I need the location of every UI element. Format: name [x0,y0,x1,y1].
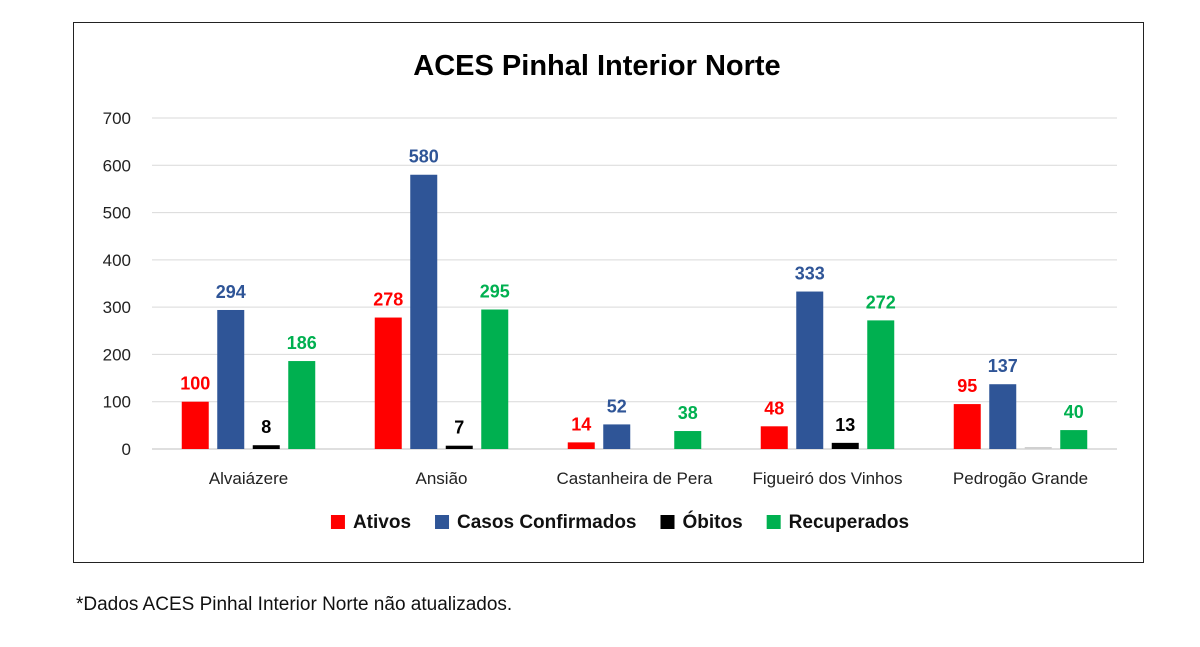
data-label: 8 [261,417,271,437]
y-tick-label: 700 [103,109,131,128]
x-tick-label: Castanheira de Pera [557,469,713,488]
x-axis-categories: Alvaiázere Ansião Castanheira de Pera Figue… [209,469,1088,488]
x-tick-label: Alvaiázere [209,469,288,488]
bar [181,401,209,449]
legend-item: Recuperados [766,512,909,533]
legend-item: Óbitos [660,511,743,533]
bar [410,174,438,449]
legend-label: Ativos [353,512,411,533]
bar [953,404,981,449]
legend-label: Casos Confirmados [457,512,636,533]
y-tick-label: 200 [103,345,131,364]
bar [288,361,316,449]
bar [796,291,824,449]
bar [374,317,402,449]
y-tick-label: 500 [103,204,131,223]
data-label: 294 [216,282,246,302]
data-label: 272 [866,292,896,312]
legend-swatch [660,515,675,529]
data-label: 580 [409,147,439,167]
bar [1060,430,1088,449]
legend-item: Ativos [330,512,411,533]
bars [181,174,1088,449]
data-label: 48 [764,398,784,418]
legend: Ativos Casos Confirmados Óbitos Recuperados [330,511,909,533]
bar [989,384,1017,449]
y-tick-label: 600 [103,156,131,175]
data-label: 278 [373,290,403,310]
bar [217,309,245,449]
footnote: *Dados ACES Pinhal Interior Norte não at… [76,594,513,615]
y-tick-label: 400 [103,251,131,270]
data-label: 295 [480,282,510,302]
data-label: 7 [454,418,464,438]
y-tick-label: 0 [122,440,131,459]
y-axis-ticks: 0 100 200 300 400 500 600 700 [103,109,131,459]
data-label: 38 [678,403,698,423]
data-label: 40 [1064,402,1084,422]
legend-item: Casos Confirmados [435,512,637,533]
data-label: 100 [180,374,210,394]
data-label: 137 [988,356,1018,376]
data-label: 333 [795,264,825,284]
legend-swatch [435,515,450,529]
chart-frame [73,22,1144,563]
bar [831,442,859,449]
bar [867,320,895,449]
bar [481,309,509,449]
bar [603,424,631,449]
x-tick-label: Figueiró dos Vinhos [753,469,903,488]
bar [567,442,595,449]
bar [252,445,280,449]
bar [760,426,788,449]
x-tick-label: Pedrogão Grande [953,469,1088,488]
bar [1024,447,1052,449]
y-tick-label: 100 [103,393,131,412]
data-label: 13 [835,415,855,435]
legend-swatch [330,515,345,529]
chart-title: ACES Pinhal Interior Norte [413,50,780,82]
data-label: 14 [571,414,591,434]
data-label: 95 [957,376,977,396]
bar [674,431,702,449]
data-label: 52 [607,396,627,416]
legend-label: Óbitos [683,511,743,533]
data-labels: 100 294 8 186 278 580 7 295 14 52 38 48 333 13 272 95 13… [180,147,1084,438]
legend-label: Recuperados [789,512,909,533]
x-tick-label: Ansião [416,469,468,488]
data-label: 186 [287,333,317,353]
y-tick-label: 300 [103,298,131,317]
legend-swatch [766,515,781,529]
bar [445,445,473,449]
